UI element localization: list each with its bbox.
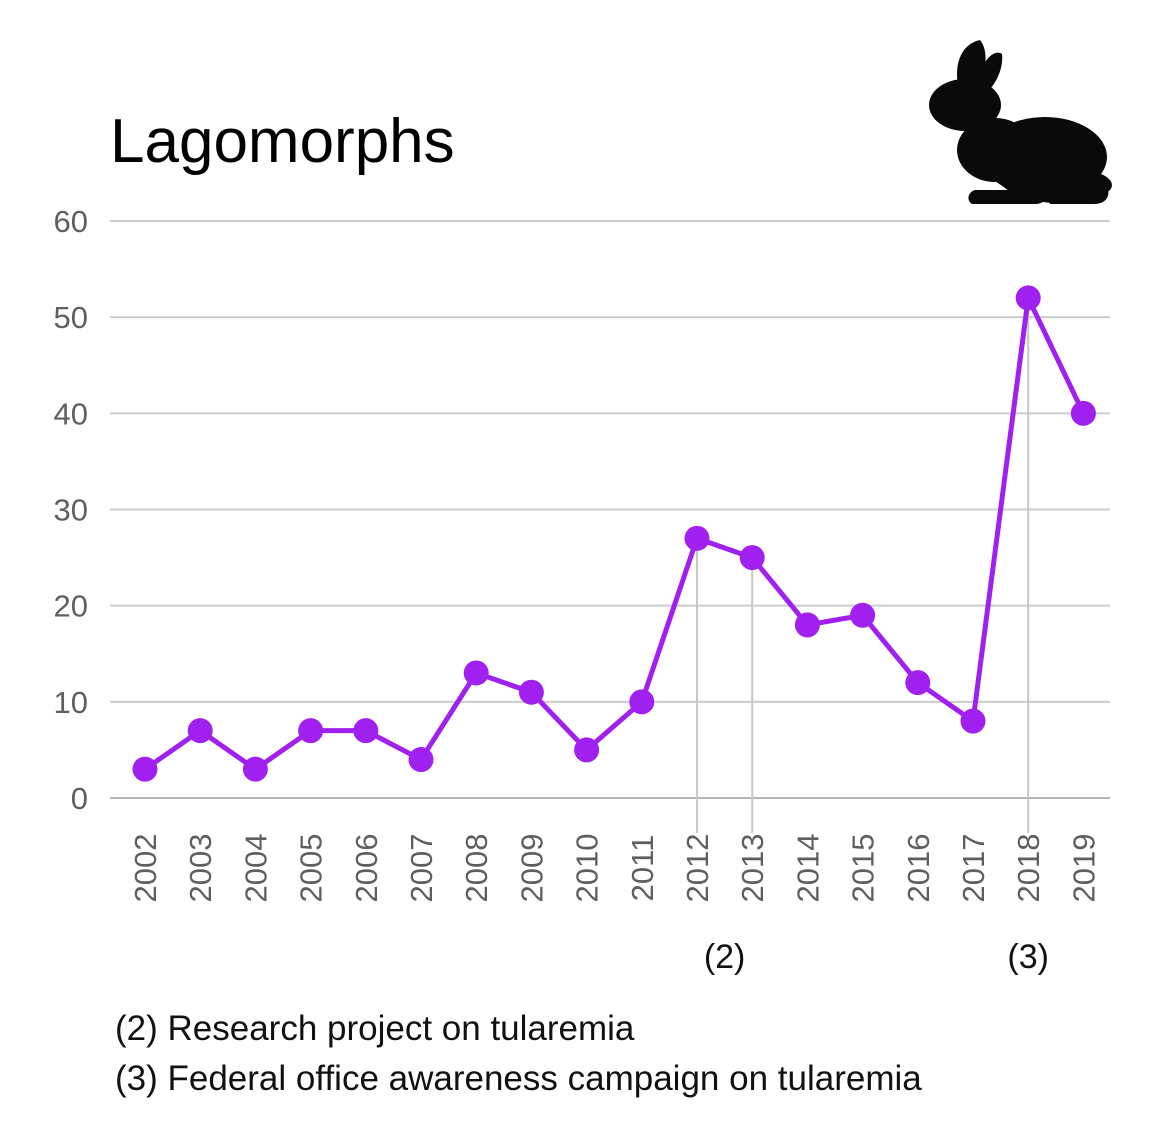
- data-point: [684, 525, 710, 551]
- x-tick-label: 2004: [238, 834, 273, 903]
- data-point: [574, 737, 600, 763]
- data-point: [629, 689, 655, 715]
- annotation-marker: (3): [1007, 938, 1049, 976]
- footnotes: (2) Research project on tularemia (3) Fe…: [115, 1009, 922, 1098]
- data-point: [408, 747, 434, 773]
- data-point: [132, 756, 158, 782]
- annotation-markers: (2) (3): [704, 938, 1049, 976]
- x-tick-label: 2011: [625, 835, 660, 902]
- x-tick-label: 2013: [735, 834, 770, 903]
- x-tick-label: 2002: [128, 834, 163, 903]
- y-tick-label: 20: [54, 589, 88, 624]
- data-point: [353, 718, 379, 744]
- rabbit-silhouette-icon: [929, 40, 1112, 204]
- data-point: [187, 718, 213, 744]
- x-axis-ticks: 2002 2003 2004 2005 2006 2007 2008 2009 2010 2011…: [128, 834, 1101, 903]
- y-tick-label: 30: [54, 493, 88, 528]
- annotation-lines: [696, 297, 1030, 833]
- x-tick-label: 2012: [680, 834, 715, 903]
- data-point: [1070, 400, 1096, 426]
- x-tick-label: 2016: [901, 834, 936, 903]
- y-tick-label: 60: [54, 204, 88, 239]
- y-tick-label: 0: [71, 781, 88, 816]
- data-point: [850, 602, 876, 628]
- x-tick-label: 2010: [570, 834, 605, 903]
- x-tick-label: 2014: [790, 834, 825, 903]
- data-point: [960, 708, 986, 734]
- x-tick-label: 2015: [846, 834, 881, 903]
- annotation-marker: (2): [704, 938, 746, 976]
- data-point: [463, 660, 489, 686]
- y-tick-label: 50: [54, 300, 88, 335]
- x-tick-label: 2019: [1066, 834, 1101, 903]
- y-tick-label: 10: [54, 685, 88, 720]
- x-tick-label: 2008: [459, 834, 494, 903]
- x-tick-label: 2003: [183, 834, 218, 903]
- y-axis-ticks: 0 10 20 30 40 50 60: [54, 204, 88, 816]
- data-point: [905, 670, 931, 696]
- series-line: [143, 295, 1086, 772]
- chart-title: Lagomorphs: [110, 107, 455, 176]
- x-tick-label: 2006: [349, 834, 384, 903]
- x-tick-label: 2018: [1011, 834, 1046, 903]
- x-tick-label: 2005: [294, 834, 329, 903]
- footnote-3: (3) Federal office awareness campaign on…: [115, 1059, 922, 1098]
- series-lagomorphs: [132, 285, 1096, 782]
- x-tick-label: 2017: [956, 834, 991, 903]
- x-tick-label: 2009: [514, 834, 549, 903]
- footnote-2: (2) Research project on tularemia: [115, 1009, 635, 1048]
- data-point: [739, 545, 765, 571]
- y-tick-label: 40: [54, 396, 88, 431]
- data-point: [794, 612, 820, 638]
- x-tick-label: 2007: [404, 834, 439, 903]
- data-point: [1015, 285, 1041, 311]
- data-point: [242, 756, 268, 782]
- data-point: [298, 718, 324, 744]
- data-point: [518, 679, 544, 705]
